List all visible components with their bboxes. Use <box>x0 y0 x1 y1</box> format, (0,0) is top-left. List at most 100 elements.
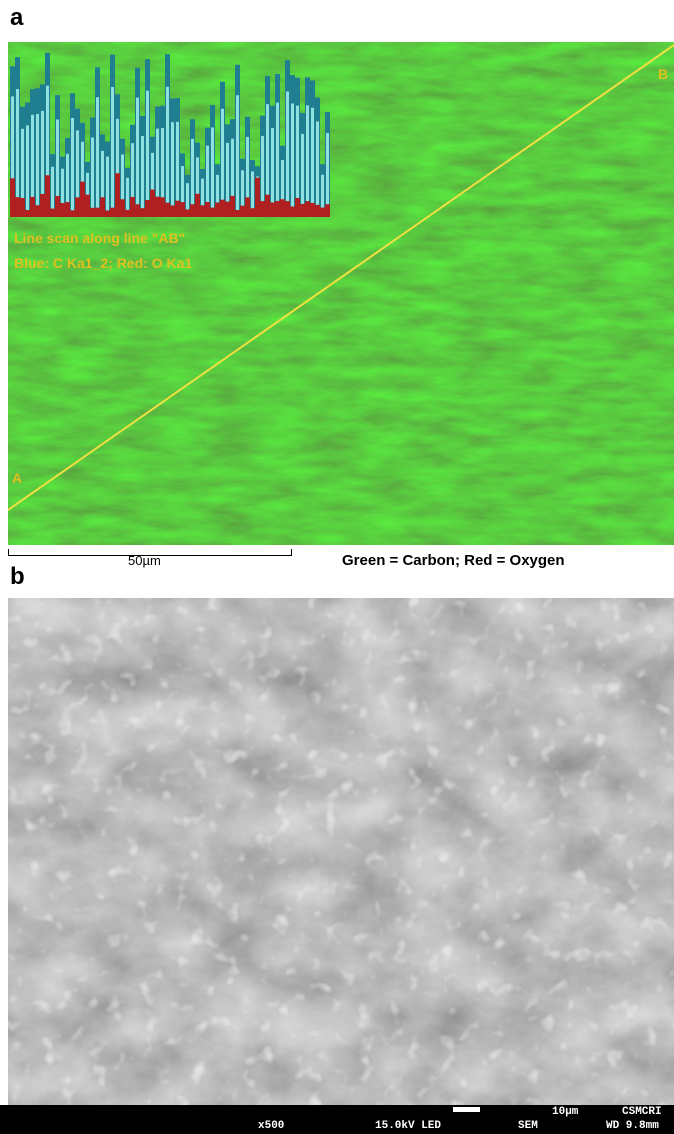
texture <box>190 204 195 217</box>
texture <box>236 95 239 217</box>
texture <box>240 206 245 217</box>
texture <box>171 122 174 217</box>
texture <box>295 198 300 217</box>
texture <box>200 205 205 217</box>
texture <box>175 201 180 217</box>
texture <box>205 202 210 217</box>
voltage: 15.0kV LED <box>375 1120 441 1132</box>
texture <box>255 178 260 217</box>
texture <box>311 108 314 217</box>
texture <box>225 202 230 217</box>
texture <box>316 121 319 217</box>
texture <box>85 195 90 217</box>
scale-label: 10µm <box>552 1106 578 1118</box>
texture <box>90 208 95 217</box>
panel-label: a <box>10 4 23 32</box>
texture <box>106 157 109 217</box>
texture <box>245 197 250 217</box>
texture <box>96 97 99 217</box>
texture <box>60 203 65 217</box>
texture <box>40 194 45 217</box>
texture <box>35 205 40 217</box>
texture <box>70 210 75 217</box>
texture <box>25 210 30 217</box>
texture <box>95 208 100 217</box>
magnification: x500 <box>258 1120 284 1132</box>
texture <box>315 205 320 217</box>
texture <box>111 87 114 217</box>
eds-map <box>8 42 674 545</box>
texture <box>115 173 120 217</box>
texture <box>71 118 74 217</box>
texture <box>45 175 50 217</box>
texture <box>10 178 15 217</box>
texture <box>75 197 80 217</box>
texture <box>215 203 220 217</box>
texture <box>325 204 330 217</box>
texture <box>270 202 275 217</box>
texture <box>140 208 145 217</box>
texture <box>320 208 325 217</box>
texture <box>146 91 149 217</box>
texture <box>285 201 290 217</box>
texture <box>145 200 150 217</box>
page: a A B Line scan along line "AB" Blue: C … <box>0 0 674 1134</box>
inset-title: Line scan along line "AB" <box>14 230 185 246</box>
texture <box>135 204 140 217</box>
texture <box>276 103 279 217</box>
texture <box>105 210 110 217</box>
working-distance: WD 9.8mm <box>606 1120 659 1132</box>
texture <box>50 209 55 217</box>
texture <box>220 200 225 217</box>
texture <box>306 105 309 217</box>
texture <box>26 125 29 217</box>
texture <box>260 201 265 217</box>
texture <box>250 208 255 217</box>
texture <box>235 210 240 217</box>
texture <box>286 92 289 217</box>
texture <box>150 190 155 217</box>
texture <box>110 208 115 217</box>
texture <box>210 208 215 217</box>
texture <box>280 199 285 217</box>
sem-image <box>8 598 674 1105</box>
texture <box>290 206 295 217</box>
texture <box>195 194 200 217</box>
texture <box>100 197 105 217</box>
texture <box>180 202 185 217</box>
texture <box>166 87 169 217</box>
texture <box>185 209 190 217</box>
texture <box>160 197 165 217</box>
texture <box>300 204 305 217</box>
texture <box>291 103 294 217</box>
texture <box>130 197 135 217</box>
texture <box>120 199 125 217</box>
texture <box>30 197 35 217</box>
point-label: A <box>12 470 22 486</box>
texture <box>15 197 20 217</box>
texture <box>310 203 315 217</box>
texture <box>265 195 270 217</box>
texture <box>65 202 70 217</box>
scale-label: 50µm <box>128 553 161 568</box>
panel-label: b <box>10 563 25 591</box>
texture <box>305 201 310 217</box>
point-label: B <box>658 66 668 82</box>
texture <box>155 197 160 217</box>
texture <box>125 210 130 217</box>
texture <box>55 196 60 217</box>
texture <box>165 203 170 217</box>
texture <box>141 136 144 217</box>
texture <box>136 98 139 217</box>
mode: SEM <box>518 1120 538 1132</box>
texture <box>80 182 85 217</box>
texture <box>36 114 39 217</box>
texture <box>20 198 25 217</box>
texture <box>230 196 235 217</box>
texture <box>275 201 280 217</box>
inset-legend: Blue: C Ka1_2; Red: O Ka1 <box>14 255 192 271</box>
caption: Green = Carbon; Red = Oxygen <box>342 552 565 569</box>
texture <box>211 127 214 217</box>
scale-bar <box>453 1107 480 1112</box>
texture <box>170 205 175 217</box>
